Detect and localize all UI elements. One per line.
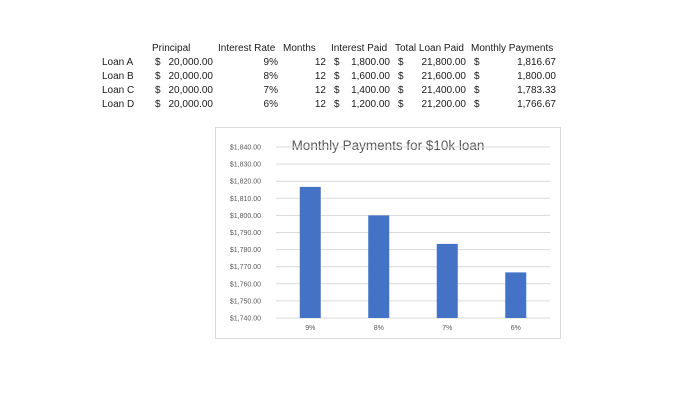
interest-paid-cell: 1,400.00 [351, 85, 390, 96]
monthly-payment-cell: 1,766.67 [517, 99, 556, 110]
bar-chart: $1,740.00 $1,750.00 $1,760.00 $1,770.00 $1,7… [230, 145, 550, 332]
header-interest-rate: Interest Rate [218, 43, 276, 54]
bar [368, 215, 390, 318]
currency-symbol: $ [155, 99, 161, 110]
months-cell: 12 [314, 71, 326, 82]
row-label: Loan B [102, 71, 134, 82]
currency-symbol: $ [474, 85, 480, 96]
x-tick-label: 6% [511, 325, 521, 332]
total-loan-paid-cell: 21,400.00 [421, 85, 467, 96]
rate-cell: 8% [263, 71, 278, 82]
currency-symbol: $ [398, 57, 404, 68]
y-tick-label: $1,800.00 [230, 213, 261, 220]
y-tick-label: $1,810.00 [230, 196, 261, 203]
currency-symbol: $ [155, 85, 161, 96]
monthly-payment-cell: 1,800.00 [517, 71, 556, 82]
header-principal: Principal [152, 43, 191, 54]
currency-symbol: $ [474, 99, 480, 110]
interest-paid-cell: 1,800.00 [351, 57, 390, 68]
rate-cell: 6% [263, 99, 278, 110]
currency-symbol: $ [398, 85, 404, 96]
interest-paid-cell: 1,200.00 [351, 99, 390, 110]
months-cell: 12 [314, 99, 326, 110]
currency-symbol: $ [334, 57, 340, 68]
y-tick-label: $1,740.00 [230, 316, 261, 323]
currency-symbol: $ [334, 71, 340, 82]
y-tick-label: $1,750.00 [230, 298, 261, 305]
y-tick-label: $1,830.00 [230, 162, 261, 169]
y-tick-label: $1,840.00 [230, 145, 261, 152]
currency-symbol: $ [398, 99, 404, 110]
interest-paid-cell: 1,600.00 [351, 71, 390, 82]
rate-cell: 7% [263, 85, 278, 96]
rate-cell: 9% [263, 57, 278, 68]
principal-cell: 20,000.00 [168, 85, 214, 96]
y-tick-label: $1,760.00 [230, 281, 261, 288]
y-tick-label: $1,820.00 [230, 179, 261, 186]
principal-cell: 20,000.00 [168, 71, 214, 82]
chart-title: Monthly Payments for $10k loan [291, 138, 485, 153]
row-label: Loan D [102, 99, 135, 110]
header-total-loan-paid: Total Loan Paid [395, 43, 464, 54]
row-label: Loan C [102, 85, 135, 96]
principal-cell: 20,000.00 [168, 57, 214, 68]
bar [436, 243, 458, 318]
bar [299, 186, 321, 318]
header-monthly-payments: Monthly Payments [471, 43, 554, 54]
total-loan-paid-cell: 21,600.00 [421, 71, 467, 82]
y-tick-label: $1,770.00 [230, 264, 261, 271]
bar [505, 272, 527, 318]
currency-symbol: $ [474, 57, 480, 68]
total-loan-paid-cell: 21,800.00 [421, 57, 467, 68]
principal-cell: 20,000.00 [168, 99, 214, 110]
monthly-payment-cell: 1,783.33 [517, 85, 556, 96]
currency-symbol: $ [155, 71, 161, 82]
row-label: Loan A [102, 57, 134, 68]
x-tick-label: 7% [442, 325, 452, 332]
y-tick-label: $1,780.00 [230, 247, 261, 254]
monthly-payment-cell: 1,816.67 [517, 57, 556, 68]
chart-container[interactable]: Monthly Payments for $10k loan $1,740.00… [215, 127, 561, 339]
currency-symbol: $ [334, 99, 340, 110]
x-tick-label: 9% [305, 325, 315, 332]
months-cell: 12 [314, 57, 326, 68]
currency-symbol: $ [334, 85, 340, 96]
loan-table: Principal Interest Rate Months Interest … [0, 0, 686, 120]
currency-symbol: $ [155, 57, 161, 68]
header-months: Months [283, 43, 316, 54]
months-cell: 12 [314, 85, 326, 96]
header-interest-paid: Interest Paid [331, 43, 388, 54]
y-tick-label: $1,790.00 [230, 230, 261, 237]
currency-symbol: $ [398, 71, 404, 82]
x-tick-label: 8% [374, 325, 384, 332]
total-loan-paid-cell: 21,200.00 [421, 99, 467, 110]
currency-symbol: $ [474, 71, 480, 82]
